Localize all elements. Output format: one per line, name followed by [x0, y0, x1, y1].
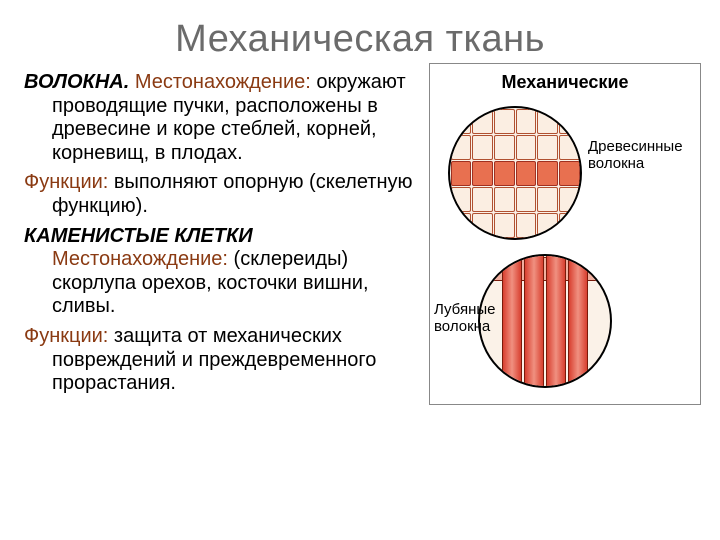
- sclereids-function-para: Функции: защита от механических поврежде…: [24, 325, 419, 396]
- bast-top-cells: [480, 256, 610, 282]
- figure-title: Механические: [430, 72, 700, 93]
- wood-fibers-label: Древесинные волокна: [588, 139, 683, 172]
- wood-cells-grid: [450, 108, 580, 238]
- bast-fibers-label: Лубяные волокна: [434, 302, 495, 335]
- wood-fibers-circle: [448, 106, 582, 240]
- sclereids-heading: КАМЕНИСТЫЕ КЛЕТКИ: [24, 225, 253, 247]
- content-row: ВОЛОКНА. Местонахождение: окружают прово…: [0, 71, 720, 402]
- fibers-location-label: Местонахождение:: [135, 71, 317, 93]
- bast-fibers-circle: [478, 254, 612, 388]
- slide-title: Механическая ткань: [0, 0, 720, 71]
- figure-column: Механические Древесинные волокна: [429, 71, 700, 402]
- slide: Механическая ткань ВОЛОКНА. Местонахожде…: [0, 0, 720, 540]
- bast-fibers-group: [480, 256, 610, 386]
- fibers-heading: ВОЛОКНА.: [24, 71, 135, 93]
- sclereids-location-para: КАМЕНИСТЫЕ КЛЕТКИ Местонахождение: (скле…: [24, 225, 419, 319]
- fibers-func-label: Функции:: [24, 171, 114, 193]
- fibers-location-para: ВОЛОКНА. Местонахождение: окружают прово…: [24, 71, 419, 165]
- sclereids-location-label: Местонахождение:: [52, 248, 234, 270]
- text-column: ВОЛОКНА. Местонахождение: окружают прово…: [24, 71, 429, 402]
- sclereids-func-label: Функции:: [24, 325, 114, 347]
- figure-box: Механические Древесинные волокна: [429, 63, 701, 405]
- fibers-function-para: Функции: выполняют опорную (скелетную фу…: [24, 171, 419, 218]
